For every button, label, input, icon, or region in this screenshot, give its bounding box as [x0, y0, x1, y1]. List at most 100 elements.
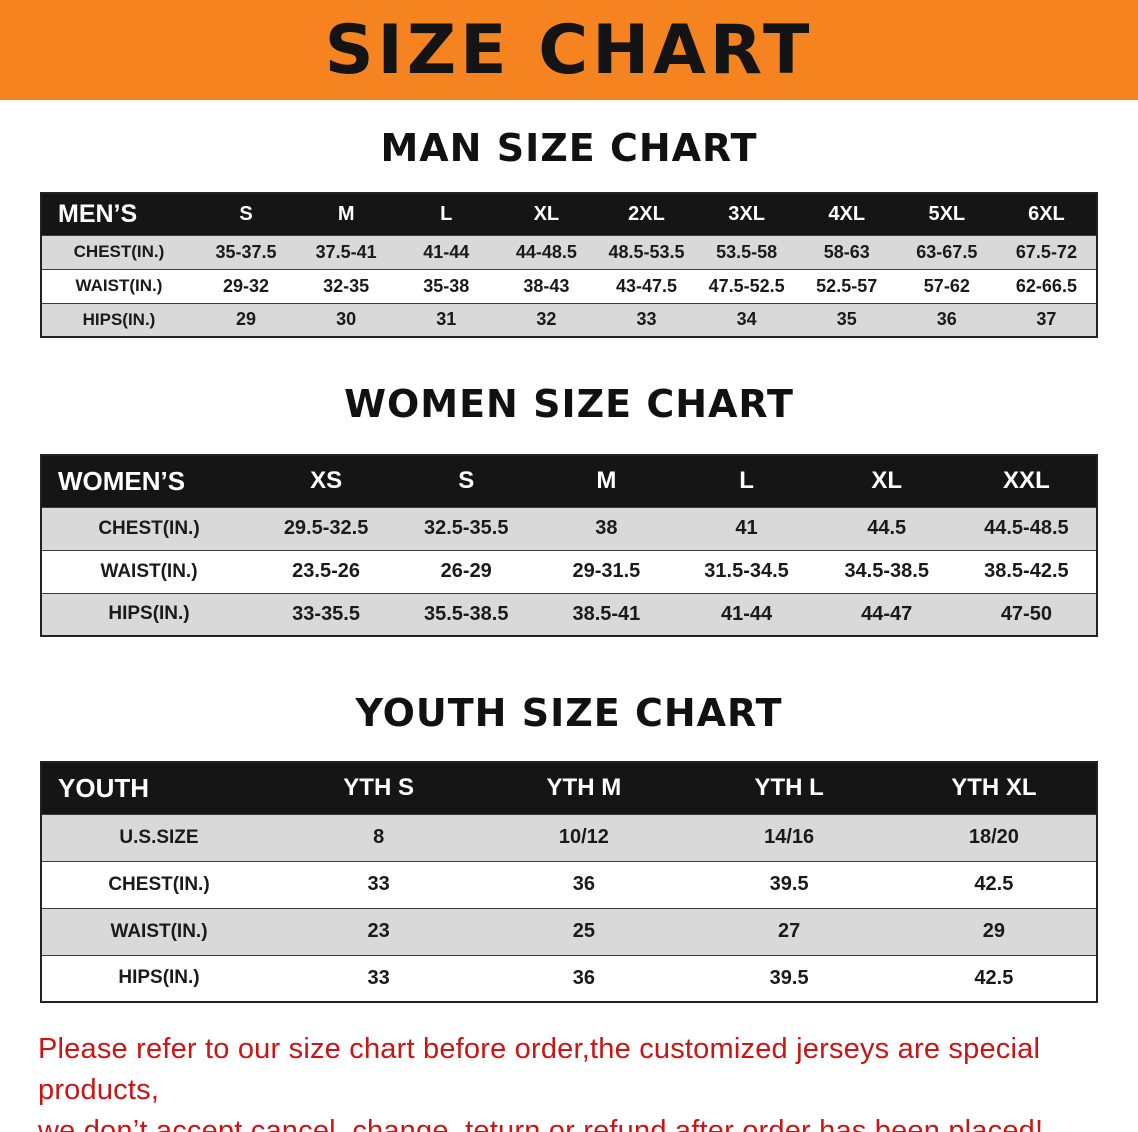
- youth-value-cell: 33: [276, 860, 482, 908]
- women-table-title: WOMEN’S: [41, 455, 256, 507]
- youth-column-header: YTH M: [481, 762, 687, 814]
- women-value-cell: 44-47: [816, 592, 957, 636]
- men-value-cell: 35: [796, 302, 897, 337]
- youth-column-header: YTH XL: [891, 762, 1097, 814]
- youth-value-cell: 42.5: [891, 860, 1097, 908]
- men-value-cell: 35-38: [396, 268, 497, 303]
- men-table-row: CHEST(IN.) 35-37.5 37.5-41 41-44 44-48.5 48.5…: [41, 234, 1097, 269]
- women-row-label: HIPS(IN.): [41, 592, 256, 636]
- women-row-label: CHEST(IN.): [41, 506, 256, 550]
- men-value-cell: 31: [396, 302, 497, 337]
- youth-value-cell: 39.5: [686, 860, 892, 908]
- youth-row-label: CHEST(IN.): [41, 860, 276, 908]
- men-column-header: L: [396, 193, 497, 235]
- men-row-label: WAIST(IN.): [41, 268, 196, 303]
- youth-table-title: YOUTH: [41, 762, 276, 814]
- youth-value-cell: 10/12: [481, 813, 687, 861]
- youth-value-cell: 33: [276, 954, 482, 1002]
- men-header-row: MEN’S S M L XL 2XL 3XL 4XL 5XL 6XL: [41, 193, 1097, 235]
- youth-table-body: U.S.SIZE 8 10/12 14/16 18/20 CHEST(IN.) 33 36 39…: [41, 813, 1097, 1002]
- men-value-cell: 30: [296, 302, 397, 337]
- men-column-header: M: [296, 193, 397, 235]
- men-value-cell: 47.5-52.5: [696, 268, 797, 303]
- men-table-row: WAIST(IN.) 29-32 32-35 35-38 38-43 43-47.5 47.…: [41, 268, 1097, 303]
- women-value-cell: 44.5-48.5: [956, 506, 1097, 550]
- youth-row-label: U.S.SIZE: [41, 813, 276, 861]
- men-column-header: 3XL: [696, 193, 797, 235]
- men-value-cell: 32-35: [296, 268, 397, 303]
- men-section-heading: MAN SIZE CHART: [380, 126, 758, 170]
- women-value-cell: 33-35.5: [256, 592, 397, 636]
- men-table-title: MEN’S: [41, 193, 196, 235]
- youth-value-cell: 42.5: [891, 954, 1097, 1002]
- men-value-cell: 67.5-72: [996, 234, 1097, 269]
- women-value-cell: 29-31.5: [536, 549, 677, 593]
- men-column-header: S: [196, 193, 297, 235]
- women-value-cell: 41-44: [676, 592, 817, 636]
- youth-value-cell: 25: [481, 907, 687, 955]
- youth-value-cell: 8: [276, 813, 482, 861]
- men-value-cell: 43-47.5: [596, 268, 697, 303]
- men-value-cell: 63-67.5: [896, 234, 997, 269]
- youth-value-cell: 36: [481, 860, 687, 908]
- men-value-cell: 32: [496, 302, 597, 337]
- youth-value-cell: 18/20: [891, 813, 1097, 861]
- women-value-cell: 35.5-38.5: [396, 592, 537, 636]
- women-column-header: L: [676, 455, 817, 507]
- youth-header-row: YOUTH YTH S YTH M YTH L YTH XL: [41, 762, 1097, 814]
- men-value-cell: 29: [196, 302, 297, 337]
- women-header-row: WOMEN’S XS S M L XL XXL: [41, 455, 1097, 507]
- disclaimer-line-1: Please refer to our size chart before or…: [38, 1033, 1041, 1107]
- men-value-cell: 58-63: [796, 234, 897, 269]
- women-section-heading: WOMEN SIZE CHART: [344, 382, 794, 426]
- women-column-header: M: [536, 455, 677, 507]
- men-value-cell: 37: [996, 302, 1097, 337]
- women-table-body: CHEST(IN.) 29.5-32.5 32.5-35.5 38 41 44.5 44.5…: [41, 506, 1097, 636]
- men-column-header: XL: [496, 193, 597, 235]
- women-value-cell: 38.5-42.5: [956, 549, 1097, 593]
- youth-row-label: HIPS(IN.): [41, 954, 276, 1002]
- men-table-body: CHEST(IN.) 35-37.5 37.5-41 41-44 44-48.5 48.5…: [41, 234, 1097, 337]
- women-value-cell: 23.5-26: [256, 549, 397, 593]
- men-row-label: CHEST(IN.): [41, 234, 196, 269]
- youth-column-header: YTH S: [276, 762, 482, 814]
- men-value-cell: 38-43: [496, 268, 597, 303]
- men-column-header: 5XL: [896, 193, 997, 235]
- youth-value-cell: 29: [891, 907, 1097, 955]
- women-column-header: XXL: [956, 455, 1097, 507]
- women-table-row: HIPS(IN.) 33-35.5 35.5-38.5 38.5-41 41-44 44-…: [41, 592, 1097, 636]
- women-row-label: WAIST(IN.): [41, 549, 256, 593]
- men-table-row: HIPS(IN.) 29 30 31 32 33 34 35 36 37: [41, 302, 1097, 337]
- women-value-cell: 29.5-32.5: [256, 506, 397, 550]
- women-value-cell: 44.5: [816, 506, 957, 550]
- men-value-cell: 33: [596, 302, 697, 337]
- men-column-header: 4XL: [796, 193, 897, 235]
- youth-row-label: WAIST(IN.): [41, 907, 276, 955]
- women-table-row: CHEST(IN.) 29.5-32.5 32.5-35.5 38 41 44.5 44.5…: [41, 506, 1097, 550]
- page-title: SIZE CHART: [324, 10, 814, 90]
- youth-value-cell: 36: [481, 954, 687, 1002]
- youth-column-header: YTH L: [686, 762, 892, 814]
- youth-table-row: CHEST(IN.) 33 36 39.5 42.5: [41, 860, 1097, 908]
- men-value-cell: 35-37.5: [196, 234, 297, 269]
- women-value-cell: 26-29: [396, 549, 537, 593]
- women-value-cell: 34.5-38.5: [816, 549, 957, 593]
- youth-size-table: YOUTH YTH S YTH M YTH L YTH XL U.S.SIZE 8 10/1…: [40, 761, 1098, 1003]
- women-value-cell: 47-50: [956, 592, 1097, 636]
- women-value-cell: 38: [536, 506, 677, 550]
- men-value-cell: 29-32: [196, 268, 297, 303]
- men-value-cell: 37.5-41: [296, 234, 397, 269]
- men-value-cell: 57-62: [896, 268, 997, 303]
- men-value-cell: 34: [696, 302, 797, 337]
- youth-value-cell: 27: [686, 907, 892, 955]
- women-table-row: WAIST(IN.) 23.5-26 26-29 29-31.5 31.5-34.5 34…: [41, 549, 1097, 593]
- youth-value-cell: 23: [276, 907, 482, 955]
- women-value-cell: 32.5-35.5: [396, 506, 537, 550]
- men-value-cell: 52.5-57: [796, 268, 897, 303]
- women-column-header: XS: [256, 455, 397, 507]
- men-column-header: 2XL: [596, 193, 697, 235]
- youth-table-row: WAIST(IN.) 23 25 27 29: [41, 907, 1097, 955]
- youth-value-cell: 39.5: [686, 954, 892, 1002]
- men-value-cell: 62-66.5: [996, 268, 1097, 303]
